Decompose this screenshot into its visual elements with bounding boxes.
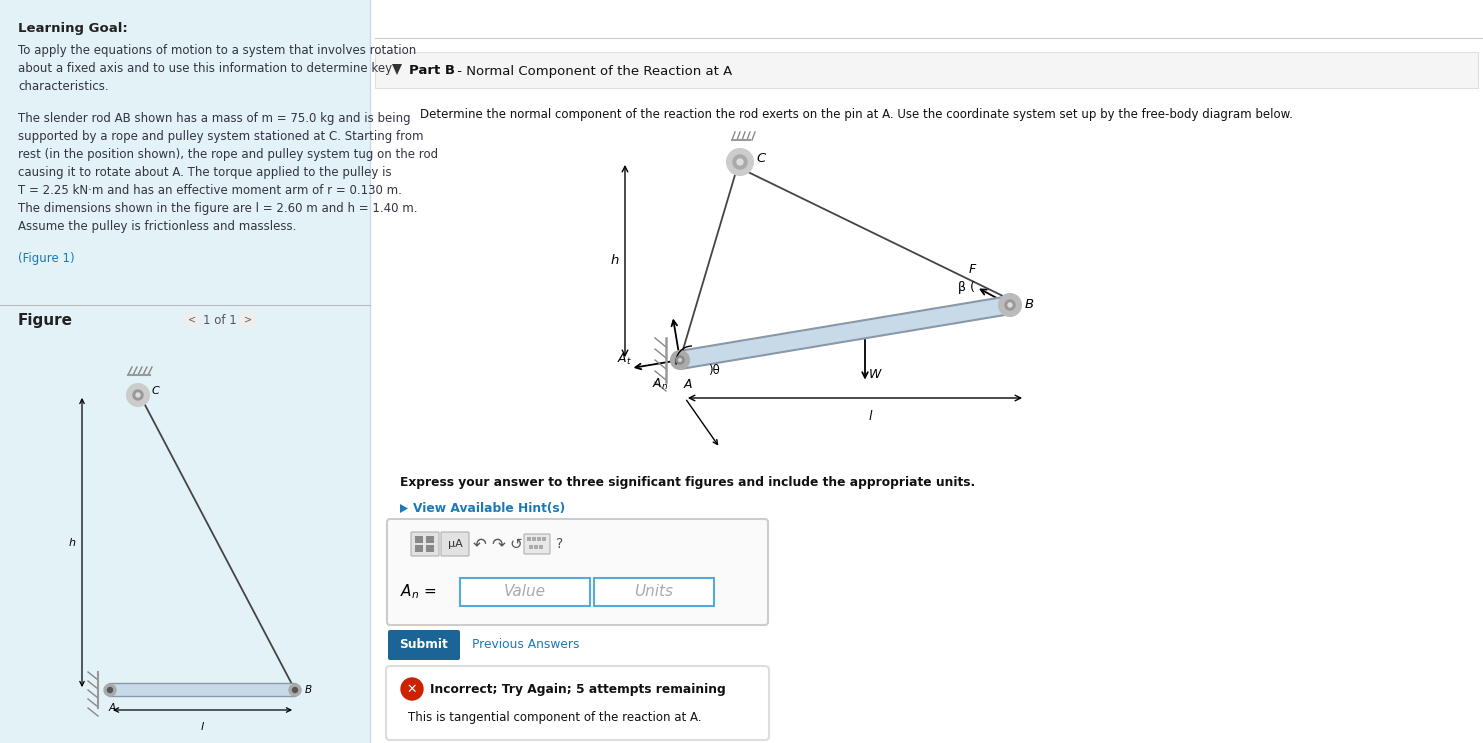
Circle shape bbox=[133, 390, 142, 400]
Circle shape bbox=[727, 149, 753, 175]
Text: h: h bbox=[611, 255, 618, 267]
Text: C: C bbox=[756, 152, 765, 164]
Text: ↺: ↺ bbox=[510, 536, 522, 551]
Text: Learning Goal:: Learning Goal: bbox=[18, 22, 128, 35]
Text: The slender rod AB shown has a mass of m = 75.0 kg and is being
supported by a r: The slender rod AB shown has a mass of m… bbox=[18, 112, 437, 233]
Text: $A_n$: $A_n$ bbox=[653, 377, 669, 392]
Circle shape bbox=[679, 359, 682, 362]
Text: l: l bbox=[868, 410, 872, 423]
FancyBboxPatch shape bbox=[411, 532, 439, 556]
Text: Submit: Submit bbox=[399, 638, 448, 652]
FancyBboxPatch shape bbox=[386, 666, 770, 740]
Text: This is tangential component of the reaction at A.: This is tangential component of the reac… bbox=[408, 710, 701, 724]
Text: - Normal Component of the Reaction at A: - Normal Component of the Reaction at A bbox=[452, 65, 733, 77]
Text: B: B bbox=[305, 685, 311, 695]
Text: >: > bbox=[243, 315, 252, 325]
Circle shape bbox=[136, 393, 139, 397]
FancyBboxPatch shape bbox=[415, 545, 423, 552]
FancyBboxPatch shape bbox=[532, 537, 535, 541]
FancyBboxPatch shape bbox=[375, 52, 1479, 88]
FancyBboxPatch shape bbox=[0, 0, 369, 743]
Text: $A_n$ =: $A_n$ = bbox=[400, 583, 436, 601]
Text: 1 of 1: 1 of 1 bbox=[203, 314, 237, 326]
Text: Incorrect; Try Again; 5 attempts remaining: Incorrect; Try Again; 5 attempts remaini… bbox=[430, 683, 725, 695]
Circle shape bbox=[128, 384, 148, 406]
Text: F: F bbox=[968, 263, 976, 276]
Text: A: A bbox=[108, 703, 116, 713]
Text: β (: β ( bbox=[958, 281, 974, 294]
Circle shape bbox=[400, 678, 423, 700]
Text: (Figure 1): (Figure 1) bbox=[18, 252, 74, 265]
FancyBboxPatch shape bbox=[534, 545, 538, 549]
FancyBboxPatch shape bbox=[415, 536, 423, 543]
Text: Part B: Part B bbox=[409, 65, 455, 77]
FancyBboxPatch shape bbox=[389, 630, 460, 660]
FancyBboxPatch shape bbox=[526, 537, 531, 541]
FancyBboxPatch shape bbox=[541, 537, 546, 541]
Text: Express your answer to three significant figures and include the appropriate uni: Express your answer to three significant… bbox=[400, 476, 976, 489]
Text: View Available Hint(s): View Available Hint(s) bbox=[412, 502, 565, 515]
Polygon shape bbox=[679, 296, 1011, 369]
Circle shape bbox=[104, 684, 116, 696]
Text: Figure: Figure bbox=[18, 313, 73, 328]
FancyBboxPatch shape bbox=[108, 684, 297, 696]
Polygon shape bbox=[400, 504, 408, 513]
Text: To apply the equations of motion to a system that involves rotation
about a fixe: To apply the equations of motion to a sy… bbox=[18, 44, 417, 93]
Circle shape bbox=[676, 356, 684, 364]
Text: B: B bbox=[1025, 299, 1034, 311]
Text: ✕: ✕ bbox=[406, 683, 417, 695]
FancyBboxPatch shape bbox=[426, 545, 435, 552]
Text: Units: Units bbox=[635, 585, 673, 600]
Circle shape bbox=[1000, 294, 1020, 316]
FancyBboxPatch shape bbox=[440, 532, 469, 556]
Circle shape bbox=[182, 311, 202, 329]
Text: A: A bbox=[684, 378, 693, 391]
Circle shape bbox=[1005, 300, 1014, 310]
Circle shape bbox=[107, 687, 113, 692]
Polygon shape bbox=[392, 64, 402, 75]
FancyBboxPatch shape bbox=[426, 536, 435, 543]
FancyBboxPatch shape bbox=[529, 545, 532, 549]
Text: Value: Value bbox=[504, 585, 546, 600]
Text: )θ: )θ bbox=[707, 364, 719, 377]
Text: C: C bbox=[151, 386, 160, 396]
Text: ↷: ↷ bbox=[491, 535, 504, 553]
FancyBboxPatch shape bbox=[387, 519, 768, 625]
Text: h: h bbox=[70, 537, 76, 548]
FancyBboxPatch shape bbox=[460, 578, 590, 606]
Circle shape bbox=[289, 684, 301, 696]
FancyBboxPatch shape bbox=[537, 537, 541, 541]
FancyBboxPatch shape bbox=[538, 545, 543, 549]
Circle shape bbox=[670, 351, 690, 369]
Text: μA: μA bbox=[448, 539, 463, 549]
FancyBboxPatch shape bbox=[523, 534, 550, 554]
Text: ?: ? bbox=[556, 537, 564, 551]
Circle shape bbox=[737, 159, 743, 165]
Text: ↶: ↶ bbox=[473, 535, 486, 553]
Text: W: W bbox=[869, 368, 881, 380]
FancyBboxPatch shape bbox=[595, 578, 713, 606]
Text: l: l bbox=[200, 722, 205, 732]
Text: $A_t$: $A_t$ bbox=[617, 352, 632, 367]
Circle shape bbox=[292, 687, 298, 692]
Circle shape bbox=[733, 155, 747, 169]
Circle shape bbox=[1008, 303, 1011, 307]
Text: Determine the normal component of the reaction the rod exerts on the pin at A. U: Determine the normal component of the re… bbox=[420, 108, 1293, 121]
Text: Previous Answers: Previous Answers bbox=[472, 638, 580, 652]
Text: <: < bbox=[188, 315, 196, 325]
Circle shape bbox=[239, 311, 257, 329]
